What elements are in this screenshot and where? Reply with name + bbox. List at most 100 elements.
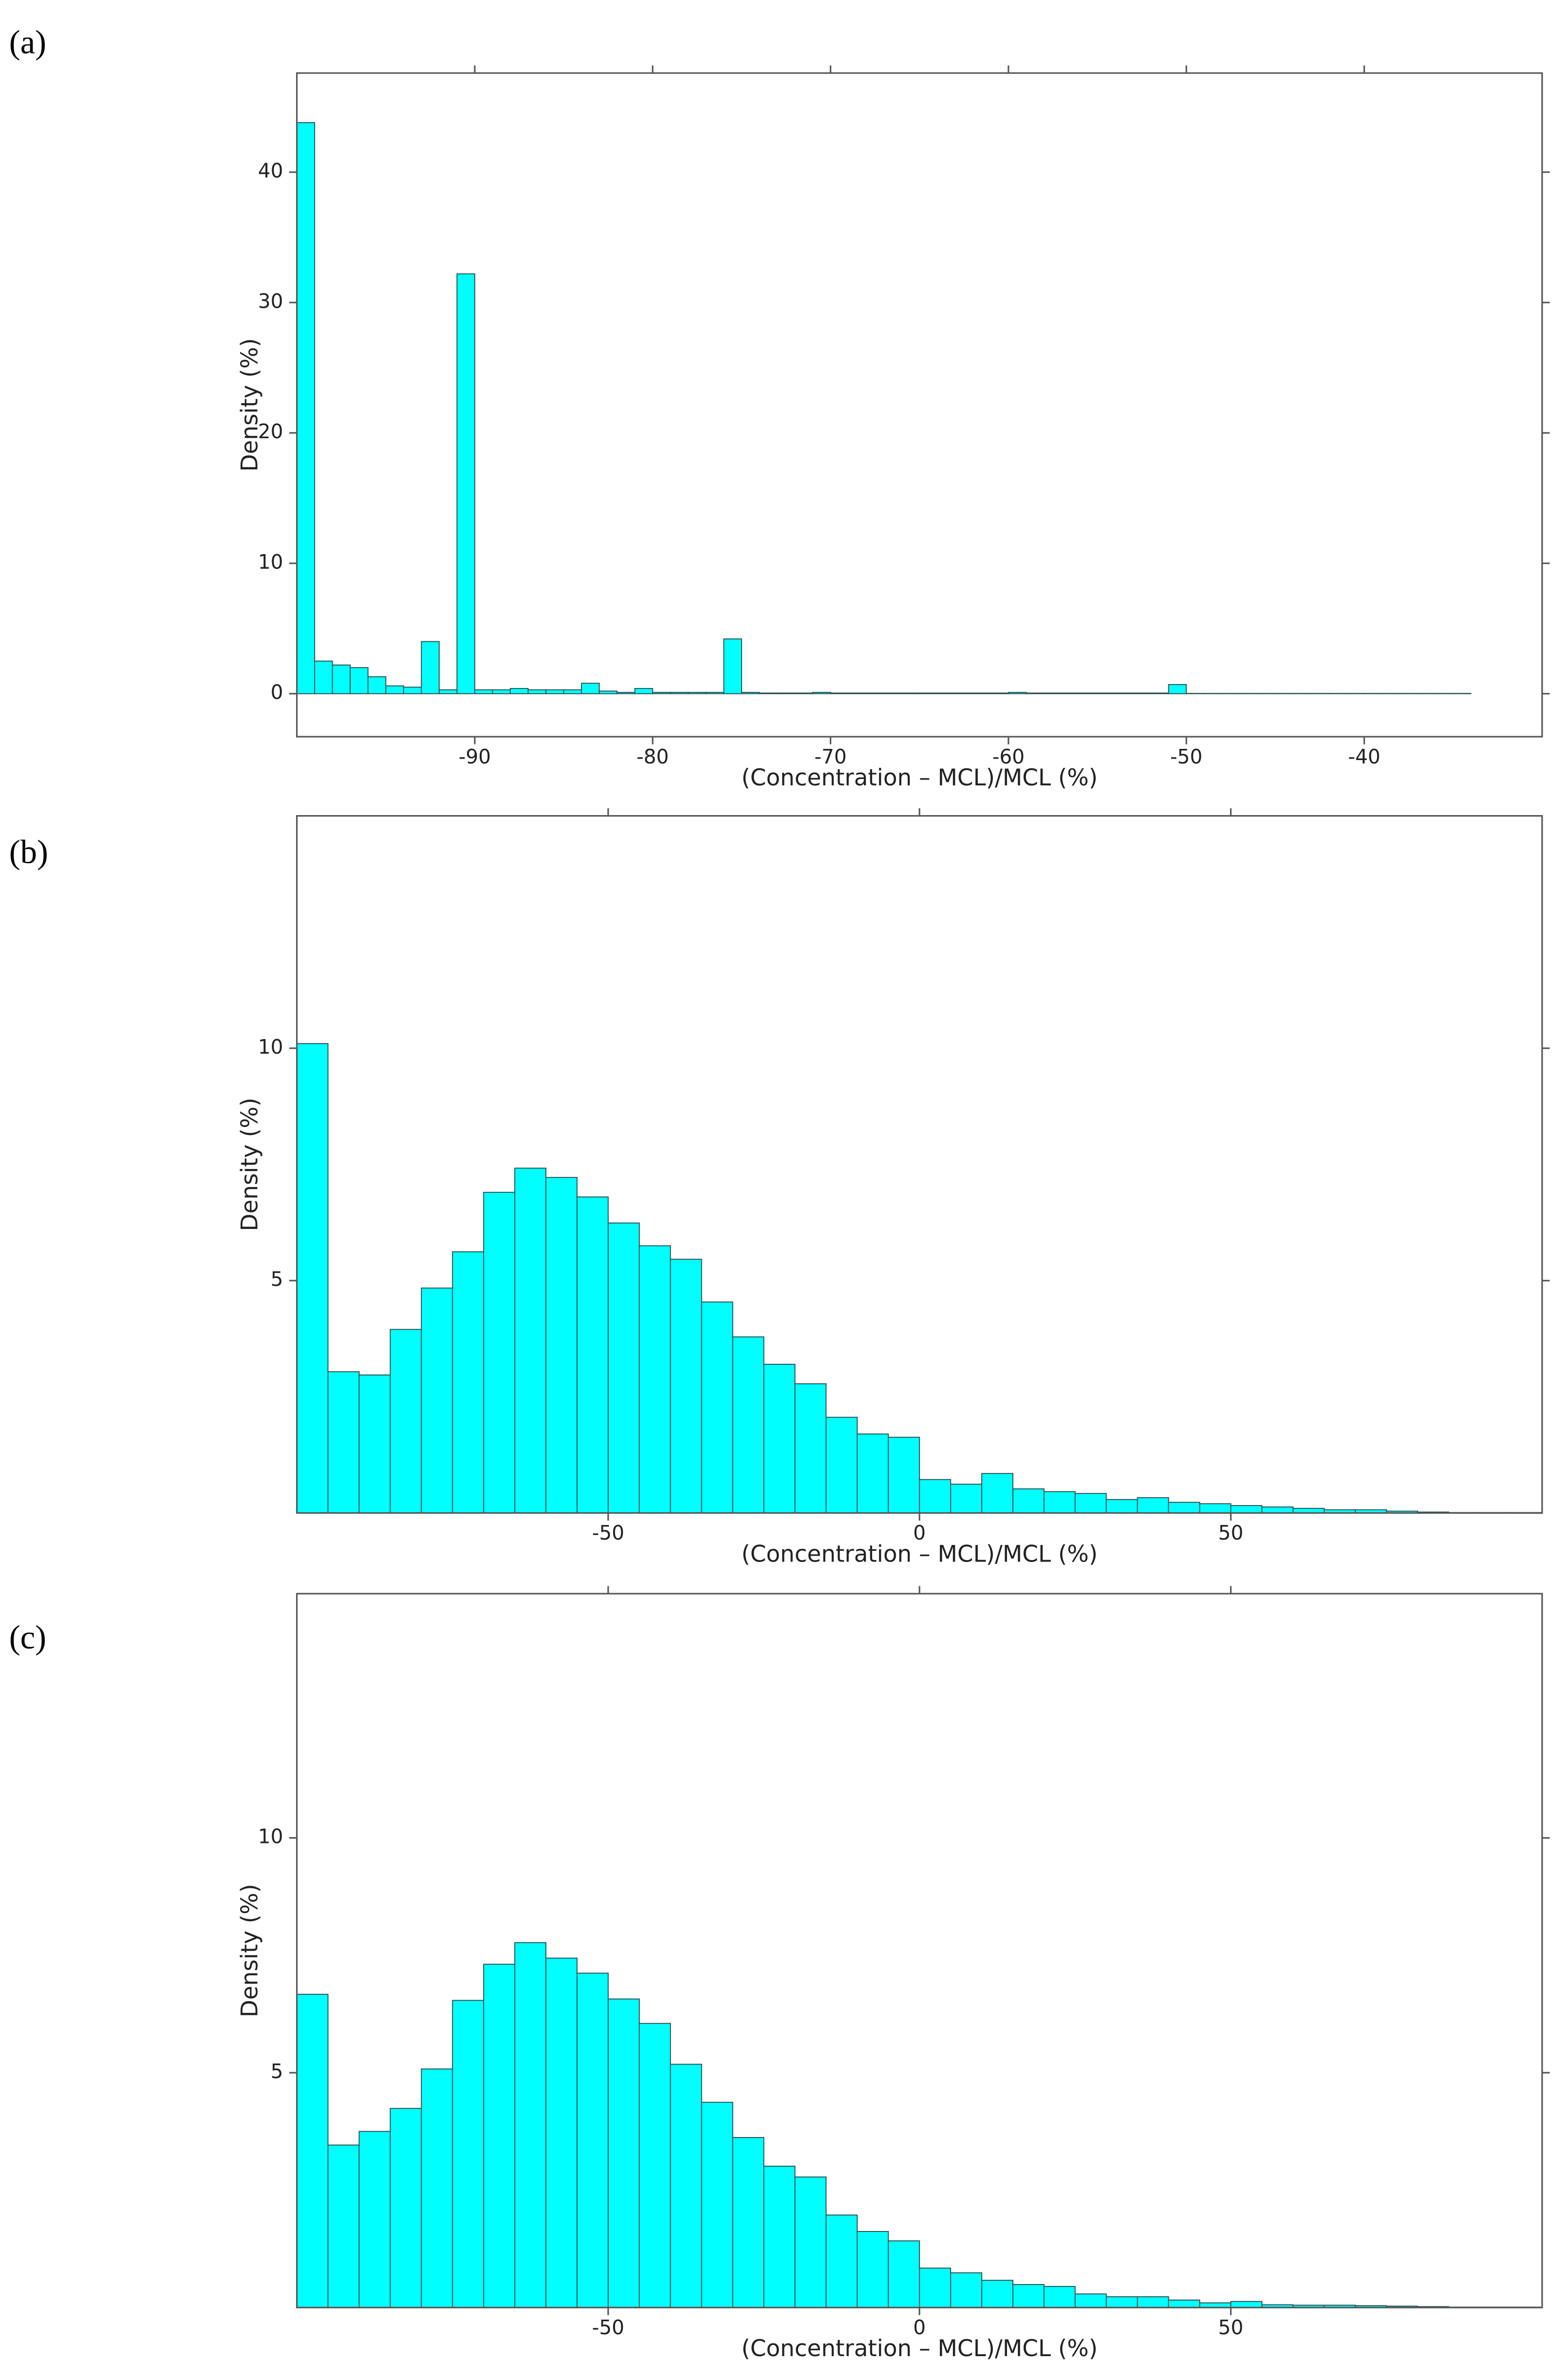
bar xyxy=(812,692,831,694)
bar xyxy=(705,692,725,694)
y-tick-label: 5 xyxy=(271,2060,283,2083)
bar xyxy=(474,689,493,694)
bar xyxy=(1221,693,1240,694)
x-tick-label: -70 xyxy=(814,745,846,768)
bar xyxy=(1168,1502,1200,1514)
bar xyxy=(514,1942,546,2308)
x-tick-label: -50 xyxy=(1170,745,1202,768)
bar xyxy=(732,2137,765,2308)
bar xyxy=(638,1245,671,1514)
y-tick-label: 0 xyxy=(271,681,283,704)
bar xyxy=(1044,1491,1076,1514)
bar xyxy=(1453,693,1472,694)
bar xyxy=(438,689,458,694)
bar xyxy=(332,664,351,694)
bar xyxy=(545,1177,578,1514)
panel-label: (c) xyxy=(9,1619,46,1656)
bar xyxy=(483,1964,516,2308)
bar xyxy=(919,1479,952,1514)
x-axis-label: (Concentration – MCL)/MCL (%) xyxy=(741,764,1098,791)
bar xyxy=(510,688,529,694)
bar xyxy=(1435,693,1454,694)
bar xyxy=(732,1336,765,1514)
bar xyxy=(1346,693,1365,694)
bar xyxy=(421,641,440,694)
bar xyxy=(492,689,511,694)
bar xyxy=(296,1043,329,1514)
bar xyxy=(638,2023,671,2308)
bar xyxy=(1012,2284,1045,2308)
bar xyxy=(1310,693,1329,694)
bar xyxy=(563,689,582,694)
bar xyxy=(1292,693,1311,694)
bar xyxy=(577,1972,609,2308)
bar xyxy=(358,2131,391,2308)
bar xyxy=(390,2108,422,2308)
x-tick-label: 0 xyxy=(913,2316,926,2339)
bar xyxy=(577,1196,609,1514)
bar xyxy=(1186,693,1205,694)
bar xyxy=(1008,692,1027,694)
bar xyxy=(296,1993,329,2308)
bar xyxy=(1137,2296,1169,2308)
x-axis-label: (Concentration – MCL)/MCL (%) xyxy=(741,2335,1098,2362)
bar xyxy=(794,1383,827,1514)
y-axis-label: Density (%) xyxy=(236,1097,263,1231)
bar xyxy=(1105,2296,1138,2308)
bar xyxy=(1381,693,1400,694)
x-tick-label: -80 xyxy=(636,745,669,768)
bar xyxy=(888,1436,920,1514)
x-tick-label: -40 xyxy=(1348,745,1380,768)
x-tick-label: 0 xyxy=(913,1521,926,1544)
x-tick-label: -50 xyxy=(592,2316,624,2339)
panel-label: (a) xyxy=(9,24,46,61)
bar xyxy=(403,687,422,694)
bar xyxy=(950,2272,983,2308)
bar xyxy=(296,122,316,694)
bar xyxy=(314,660,333,694)
bar xyxy=(452,1251,485,1514)
bar xyxy=(367,676,387,694)
bar xyxy=(1257,693,1276,694)
bar xyxy=(1105,1499,1138,1514)
bar xyxy=(825,2214,858,2308)
bar xyxy=(581,683,600,694)
y-tick-label: 10 xyxy=(258,1825,283,1848)
bar xyxy=(1074,2293,1107,2308)
x-tick-label: -50 xyxy=(592,1521,624,1544)
bar xyxy=(1199,1503,1232,1514)
bar xyxy=(670,692,689,694)
bar xyxy=(723,638,742,694)
bar xyxy=(483,1191,516,1514)
bar xyxy=(857,2231,889,2308)
bar xyxy=(652,692,671,694)
bar xyxy=(763,1363,796,1514)
bar xyxy=(919,2268,952,2308)
y-tick-label: 10 xyxy=(258,550,283,574)
bar xyxy=(1168,2299,1200,2308)
bar xyxy=(701,2101,733,2308)
bar xyxy=(670,2064,702,2308)
bar xyxy=(888,2240,920,2308)
bar xyxy=(981,1473,1013,1514)
y-tick-label: 20 xyxy=(258,420,283,443)
bar xyxy=(327,1371,360,1514)
bar xyxy=(607,1998,640,2308)
bar xyxy=(1239,693,1258,694)
y-tick-label: 5 xyxy=(271,1267,283,1291)
panel-label: (b) xyxy=(9,834,48,871)
bar xyxy=(456,273,475,694)
bar xyxy=(421,1287,453,1514)
bar xyxy=(741,692,760,694)
bar xyxy=(825,1416,858,1514)
y-tick-label: 40 xyxy=(258,159,283,183)
y-tick-label: 30 xyxy=(258,289,283,313)
bar xyxy=(421,2068,453,2308)
bar xyxy=(358,1374,391,1514)
bar xyxy=(1274,693,1294,694)
bar xyxy=(1168,684,1187,694)
bar xyxy=(634,688,653,694)
bar xyxy=(1417,693,1436,694)
x-tick-label: 50 xyxy=(1218,2316,1244,2339)
